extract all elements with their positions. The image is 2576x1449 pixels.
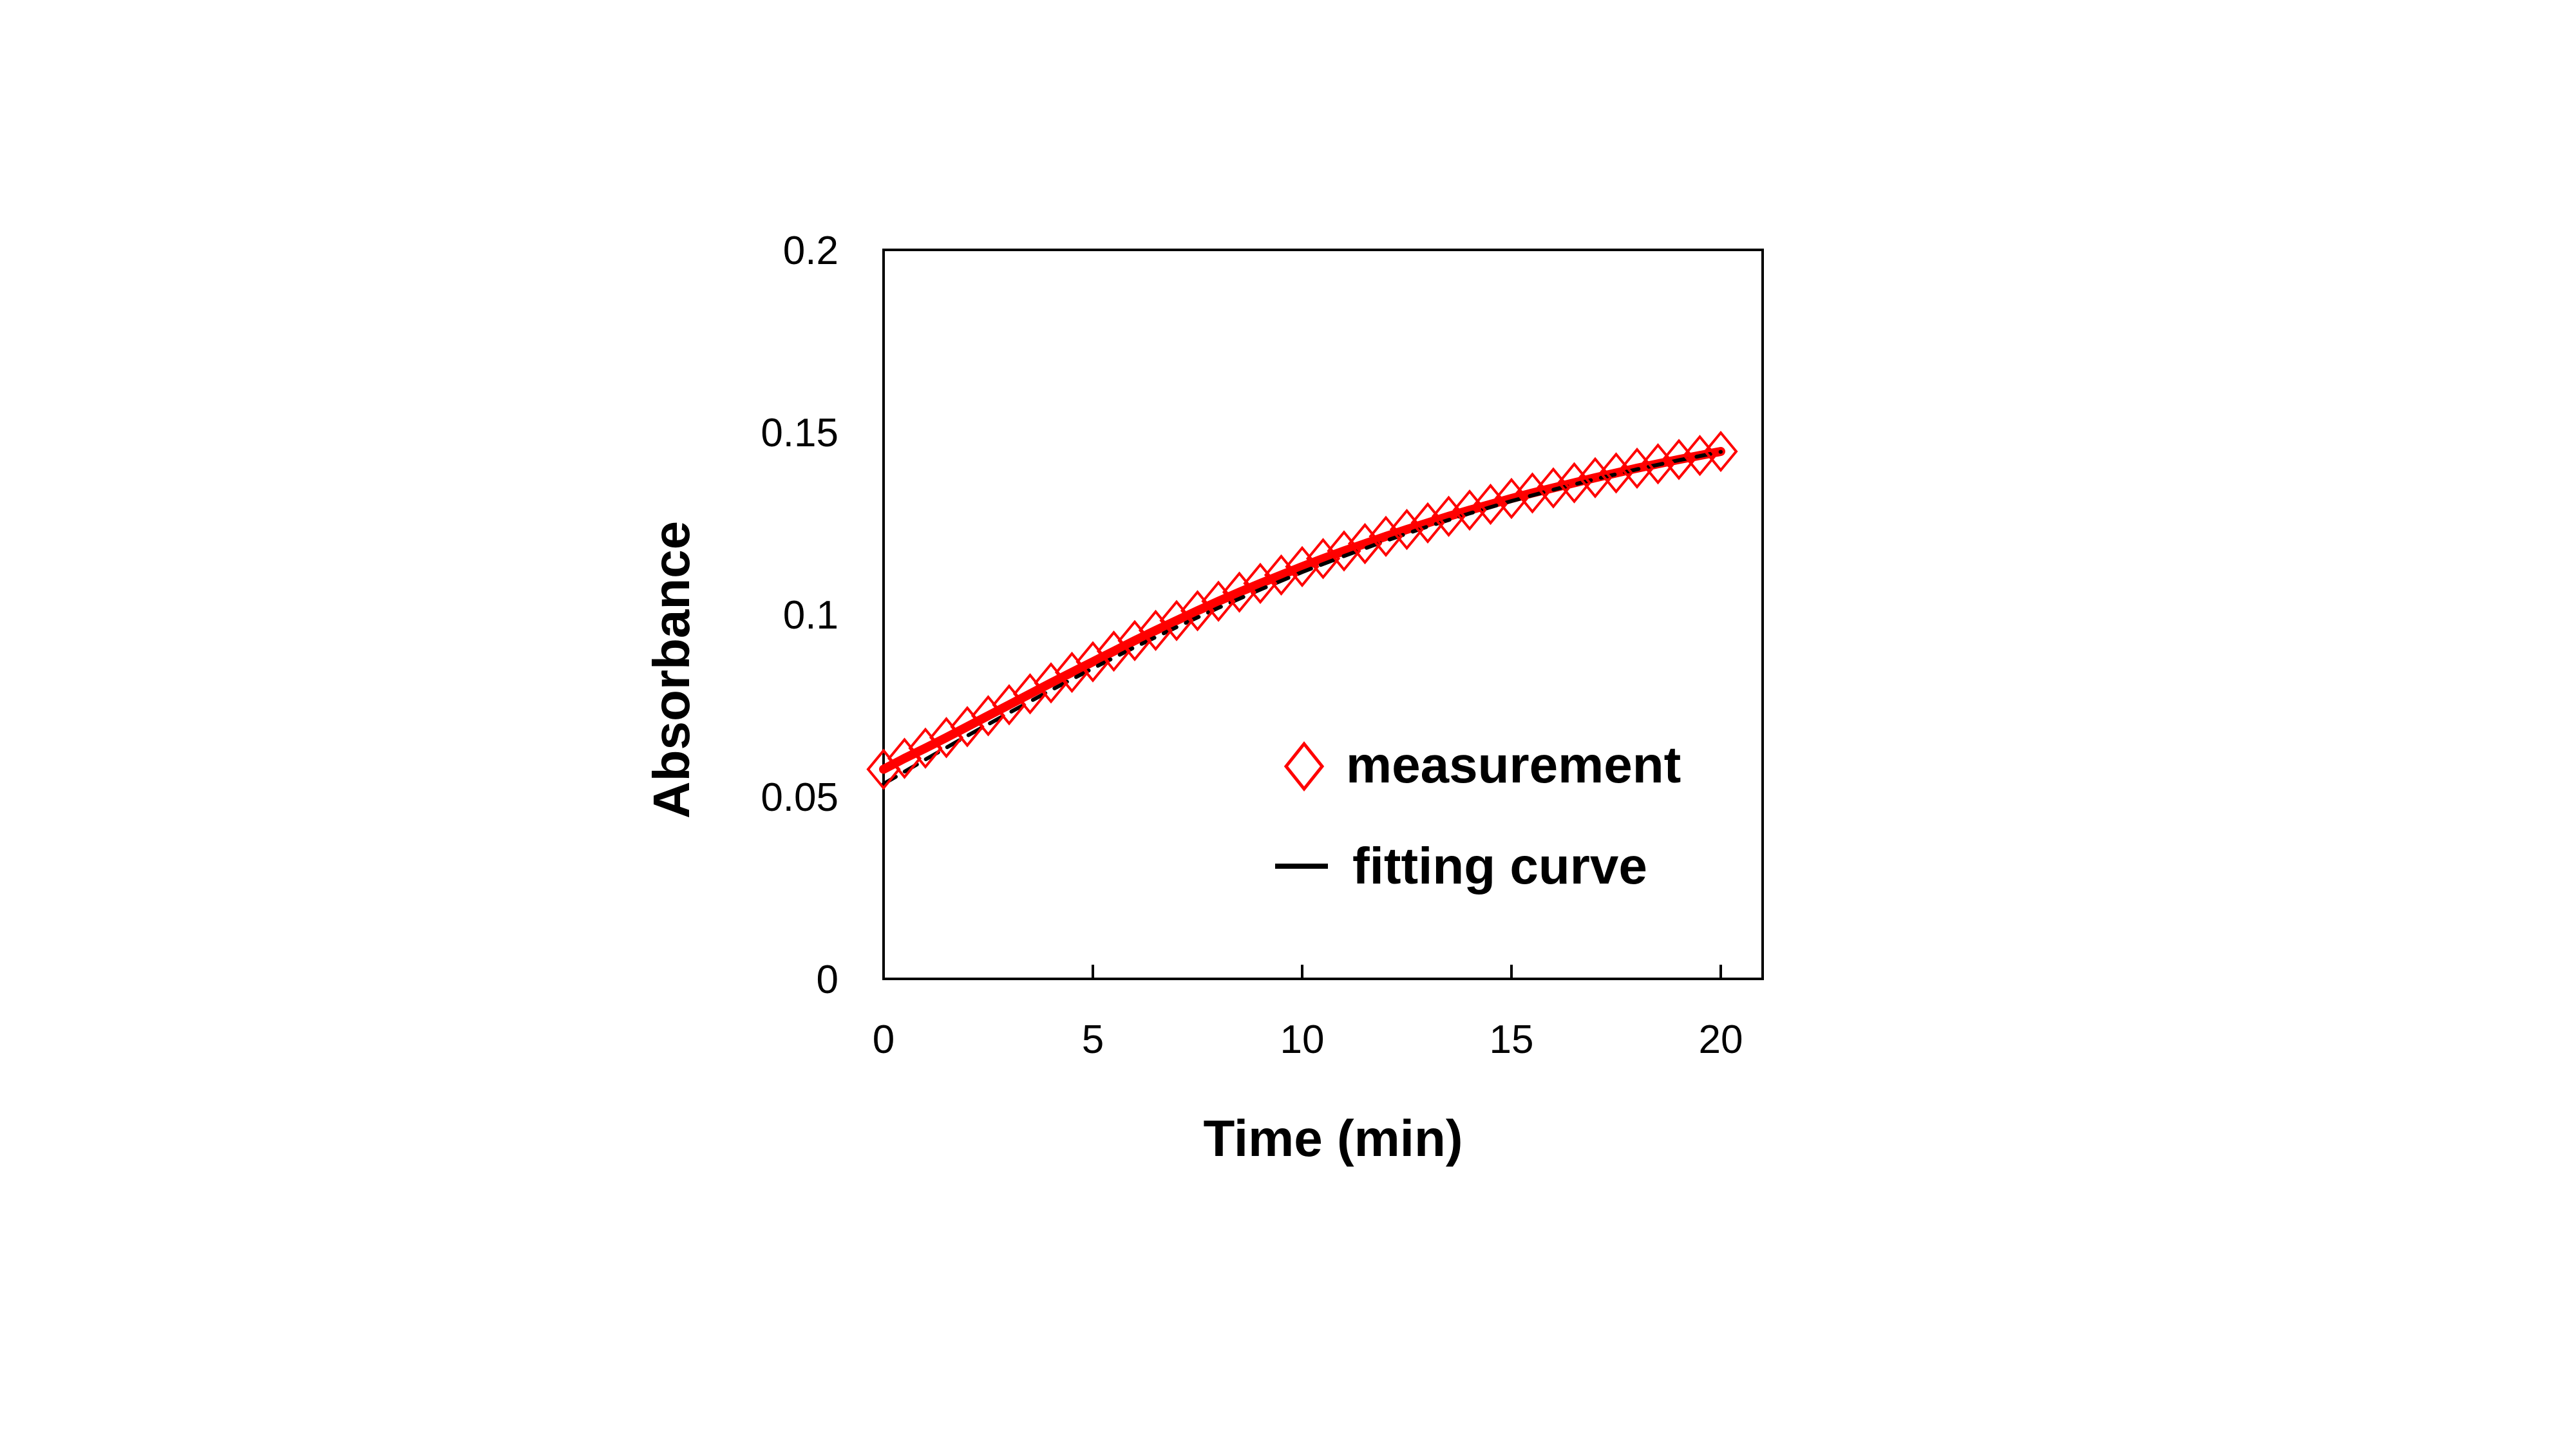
legend-measurement-label: measurement xyxy=(1346,736,1681,793)
measurement-point-23 xyxy=(1347,523,1383,565)
measurement-point-40 xyxy=(1703,430,1738,473)
measurement-point-17 xyxy=(1222,571,1257,613)
measurement-point-18 xyxy=(1243,562,1278,605)
measurement-point-30 xyxy=(1494,477,1529,520)
plot-area: 0 5 10 15 20 0 0.05 0.1 0.15 0.2 xyxy=(761,229,1764,1062)
measurement-point-13 xyxy=(1138,609,1173,652)
measurement-point-16 xyxy=(1201,580,1236,622)
y-tick-label-0_1: 0.1 xyxy=(783,593,838,638)
measurement-point-27 xyxy=(1431,495,1466,537)
measurement-point-26 xyxy=(1410,502,1445,544)
measurement-point-14 xyxy=(1159,600,1194,641)
plot-frame xyxy=(882,249,1764,980)
y-tick-label-0_15: 0.15 xyxy=(761,411,838,455)
legend: measurement fitting curve xyxy=(1275,736,1681,895)
measurement-point-35 xyxy=(1598,452,1634,494)
measurement-point-36 xyxy=(1620,447,1654,489)
measurement-point-32 xyxy=(1536,467,1571,509)
y-axis-title: Absorbance xyxy=(643,521,700,819)
x-tick-label-0: 0 xyxy=(873,1018,895,1062)
x-axis-title: Time (min) xyxy=(1203,1110,1463,1167)
measurement-point-34 xyxy=(1578,457,1613,498)
measurement-point-39 xyxy=(1682,435,1718,477)
x-tick-label-5: 5 xyxy=(1082,1018,1104,1062)
measurement-point-20 xyxy=(1285,545,1320,587)
measurement-point-31 xyxy=(1515,472,1550,514)
measurement-point-19 xyxy=(1264,554,1299,596)
measurement-point-29 xyxy=(1473,483,1508,526)
measurement-point-25 xyxy=(1389,508,1425,551)
x-tick-label-20: 20 xyxy=(1699,1018,1743,1062)
x-tick-label-15: 15 xyxy=(1490,1018,1534,1062)
measurement-point-38 xyxy=(1662,439,1696,480)
measurement-point-28 xyxy=(1452,489,1487,531)
measurement-point-21 xyxy=(1305,538,1341,580)
y-tick-label-0_2: 0.2 xyxy=(783,229,838,273)
y-tick-label-0_05: 0.05 xyxy=(761,775,838,820)
legend-fitting-curve-label: fitting curve xyxy=(1352,837,1647,895)
fitting-curve-line xyxy=(882,450,1723,786)
x-tick-label-10: 10 xyxy=(1280,1018,1325,1062)
legend-measurement-marker xyxy=(1283,741,1325,792)
measurement-point-37 xyxy=(1640,443,1676,485)
measurement-point-33 xyxy=(1557,462,1592,504)
measurement-point-15 xyxy=(1180,590,1215,632)
y-tick-label-0: 0 xyxy=(817,958,838,1002)
measurement-point-24 xyxy=(1368,515,1403,558)
measurement-point-22 xyxy=(1327,530,1361,572)
